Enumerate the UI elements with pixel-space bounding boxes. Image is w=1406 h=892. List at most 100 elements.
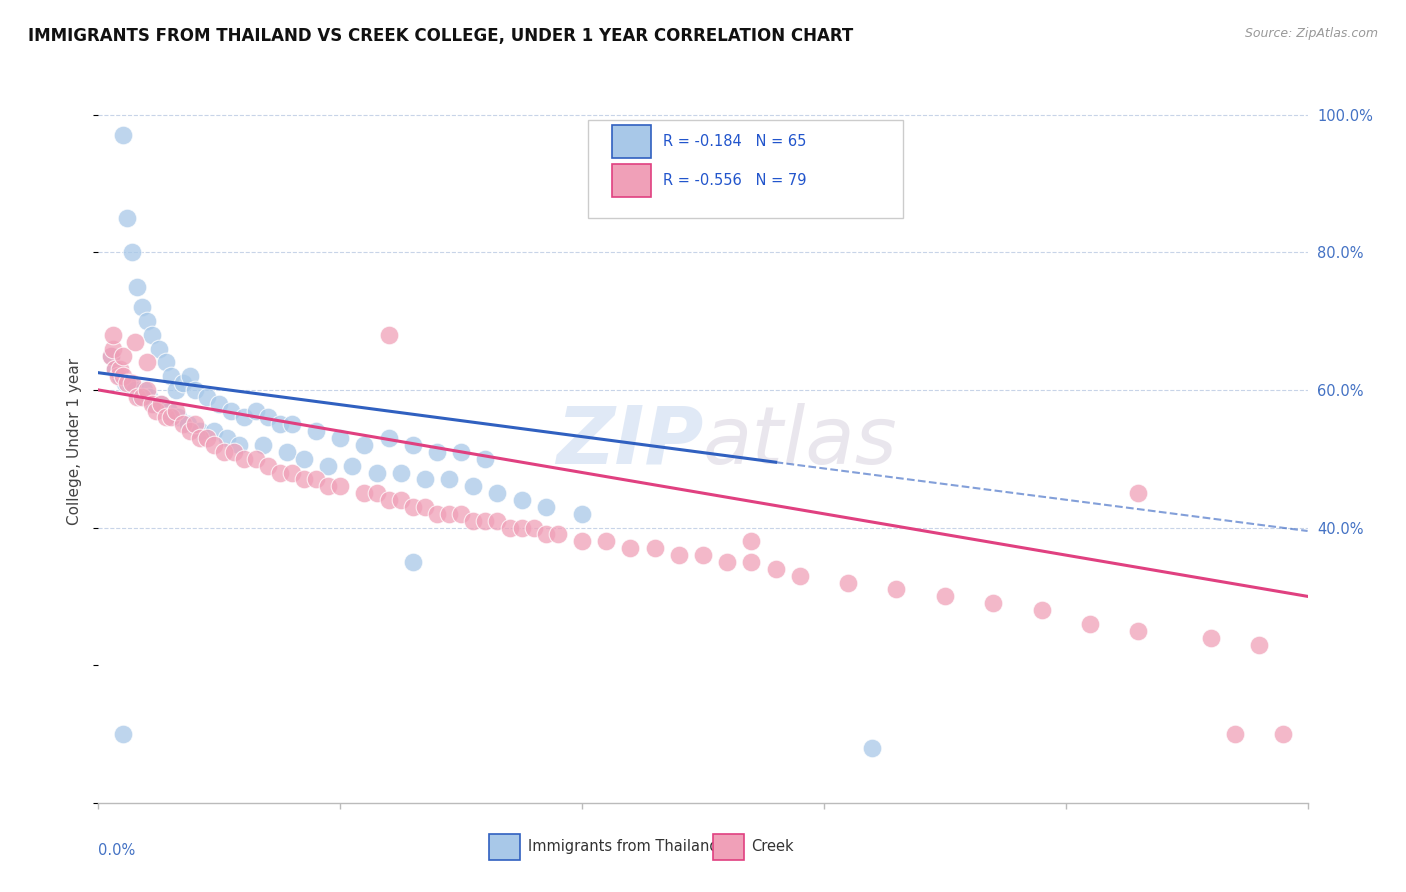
Point [128,390,150,404]
Point [1128,624,1150,638]
Point [138,390,160,404]
Point [547,527,569,541]
Point [305,472,328,486]
Point [222,445,245,459]
FancyBboxPatch shape [489,834,520,860]
Point [101,327,124,342]
Point [389,493,412,508]
Text: IMMIGRANTS FROM THAILAND VS CREEK COLLEGE, UNDER 1 YEAR CORRELATION CHART: IMMIGRANTS FROM THAILAND VS CREEK COLLEG… [28,27,853,45]
Point [108,362,131,376]
Point [619,541,641,556]
Point [644,541,666,556]
Point [114,376,136,390]
Point [212,445,235,459]
Point [135,383,157,397]
Point [276,445,298,459]
Point [486,514,509,528]
Point [204,424,226,438]
Point [145,403,167,417]
Point [305,424,328,438]
Point [117,211,139,225]
Point [143,397,166,411]
Point [534,500,557,514]
Point [1249,638,1271,652]
Point [860,740,883,755]
Point [450,507,472,521]
Point [100,349,122,363]
Point [127,279,149,293]
Point [668,548,690,562]
Point [134,383,156,397]
Point [498,520,520,534]
Point [124,383,146,397]
Point [135,355,157,369]
Point [117,376,139,390]
Point [107,369,129,384]
Point [111,369,134,384]
Point [402,555,425,569]
Point [765,562,787,576]
Point [124,334,146,349]
Point [160,410,183,425]
Point [184,417,207,432]
Point [208,397,231,411]
Point [184,383,207,397]
Point [111,128,134,143]
Point [245,403,267,417]
Point [104,362,127,376]
Point [474,514,496,528]
Point [172,417,194,432]
Point [463,479,485,493]
Point [141,397,163,411]
FancyBboxPatch shape [613,163,651,197]
Point [228,438,250,452]
Point [463,514,485,528]
Point [188,431,211,445]
Point [353,486,375,500]
Point [121,245,143,260]
Point [177,417,200,432]
Point [215,431,238,445]
Point [377,431,399,445]
Point [108,369,131,384]
Point [474,451,496,466]
Text: Source: ZipAtlas.com: Source: ZipAtlas.com [1244,27,1378,40]
Point [221,403,243,417]
Point [179,424,201,438]
Point [402,500,425,514]
Point [141,327,163,342]
Point [426,507,449,521]
Point [886,582,908,597]
Y-axis label: College, Under 1 year: College, Under 1 year [67,358,83,525]
Point [131,390,153,404]
Point [316,458,339,473]
Point [377,327,399,342]
Point [269,417,291,432]
Point [437,507,460,521]
Point [342,458,364,473]
Point [160,369,183,384]
Point [172,376,194,390]
Point [1031,603,1053,617]
Point [837,575,859,590]
Point [1128,486,1150,500]
Point [111,349,134,363]
Point [571,534,593,549]
Point [155,410,177,425]
Point [204,438,226,452]
Point [1199,631,1222,645]
Point [523,520,546,534]
Point [256,458,278,473]
Point [534,527,557,541]
FancyBboxPatch shape [613,125,651,158]
Point [571,507,593,521]
Point [426,445,449,459]
Point [150,397,173,411]
Point [510,493,533,508]
Point [232,451,254,466]
Text: 0.0%: 0.0% [98,843,135,857]
Point [195,390,218,404]
Point [252,438,274,452]
Point [437,472,460,486]
Point [150,397,173,411]
